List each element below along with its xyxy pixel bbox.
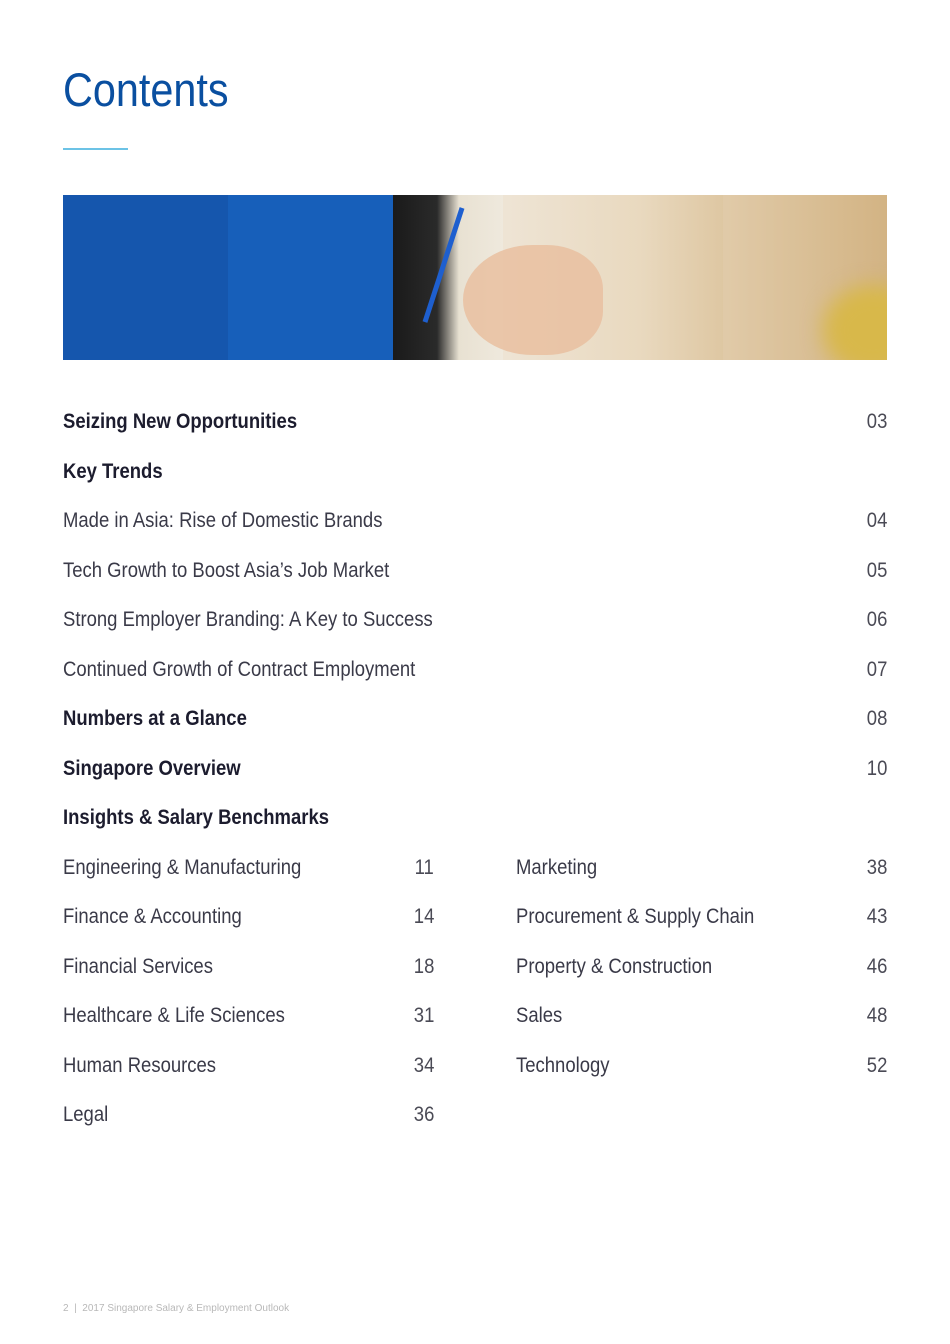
- toc-entry-label: Singapore Overview: [63, 756, 241, 780]
- toc-entry-page: 03: [866, 410, 887, 433]
- toc-entry-label: Legal: [63, 1103, 109, 1126]
- toc-entry-label: Healthcare & Life Sciences: [63, 1004, 285, 1027]
- toc-entry[interactable]: Numbers at a Glance 08: [63, 707, 887, 735]
- toc-entry[interactable]: Property & Construction 46: [516, 955, 887, 983]
- toc-entry[interactable]: Healthcare & Life Sciences 31: [63, 1004, 434, 1032]
- toc-entry-label: Seizing New Opportunities: [63, 410, 298, 433]
- toc-entry[interactable]: Singapore Overview 10: [63, 757, 887, 785]
- toc-entry-label: Technology: [516, 1053, 610, 1077]
- toc-entry-page: 06: [866, 608, 887, 631]
- footer-separator: |: [74, 1303, 77, 1314]
- toc-entry-label: Continued Growth of Contract Employment: [63, 657, 416, 681]
- toc-entry-label: Made in Asia: Rise of Domestic Brands: [63, 509, 383, 532]
- toc-entry-page: 14: [413, 905, 434, 928]
- toc-entry-label: Finance & Accounting: [63, 905, 242, 928]
- toc-entry[interactable]: Human Resources 34: [63, 1054, 434, 1082]
- toc-entry[interactable]: Engineering & Manufacturing 11: [63, 856, 434, 884]
- toc-entry-label: Property & Construction: [516, 954, 713, 978]
- toc-entry-page: 34: [413, 1053, 434, 1077]
- toc-entry-label: Sales: [516, 1004, 563, 1027]
- toc-entry-label: Numbers at a Glance: [63, 707, 247, 730]
- toc-entry[interactable]: Technology 52: [516, 1054, 887, 1082]
- toc-entry-label: Human Resources: [63, 1053, 217, 1077]
- toc-entry[interactable]: Tech Growth to Boost Asia’s Job Market 05: [63, 559, 887, 587]
- page-title: Contents: [63, 63, 229, 116]
- toc-entry[interactable]: Finance & Accounting 14: [63, 905, 434, 933]
- footer-page-number: 2: [63, 1303, 69, 1314]
- toc-entry-label: Procurement & Supply Chain: [516, 905, 755, 928]
- title-underline: [63, 148, 128, 150]
- toc-entry-label: Tech Growth to Boost Asia’s Job Market: [63, 558, 390, 582]
- toc-entry-label: Strong Employer Branding: A Key to Succe…: [63, 608, 433, 631]
- hero-photo: [63, 195, 887, 360]
- toc-entry-page: 36: [413, 1103, 434, 1126]
- toc-entry-page: 31: [413, 1004, 434, 1027]
- toc-entry-page: 07: [866, 657, 887, 681]
- toc-entry[interactable]: Strong Employer Branding: A Key to Succe…: [63, 608, 887, 636]
- toc-entry-page: 46: [866, 954, 887, 978]
- blue-panel-2: [228, 195, 393, 360]
- toc-entry-label: Engineering & Manufacturing: [63, 855, 302, 879]
- toc-entry[interactable]: Procurement & Supply Chain 43: [516, 905, 887, 933]
- footer: 2 | 2017 Singapore Salary & Employment O…: [63, 1303, 289, 1314]
- toc-entry-page: 43: [866, 905, 887, 928]
- toc-entry[interactable]: Marketing 38: [516, 856, 887, 884]
- toc-entry-page: 04: [866, 509, 887, 532]
- toc-entry-page: 08: [866, 707, 887, 730]
- footer-publication: 2017 Singapore Salary & Employment Outlo…: [82, 1303, 290, 1314]
- photo-hand: [463, 245, 603, 355]
- toc-entry-page: 48: [866, 1004, 887, 1027]
- toc-entry[interactable]: Financial Services 18: [63, 955, 434, 983]
- toc-entry-page: 11: [414, 855, 434, 879]
- toc-entry-page: 52: [866, 1053, 887, 1077]
- toc-entry[interactable]: Continued Growth of Contract Employment 0…: [63, 658, 887, 686]
- toc-entry[interactable]: Insights & Salary Benchmarks: [63, 806, 887, 834]
- toc-entry-label: Marketing: [516, 855, 598, 879]
- toc-entry-page: 18: [413, 954, 434, 978]
- toc-entry[interactable]: Seizing New Opportunities 03: [63, 410, 887, 438]
- toc-entry[interactable]: Made in Asia: Rise of Domestic Brands 04: [63, 509, 887, 537]
- toc-entry-label: Financial Services: [63, 954, 213, 978]
- blue-panel-1: [63, 195, 228, 360]
- toc-entry-label: Insights & Salary Benchmarks: [63, 806, 330, 829]
- toc-entry-page: 05: [866, 558, 887, 582]
- toc-entry-label: Key Trends: [63, 459, 163, 483]
- toc-entry-page: 38: [866, 855, 887, 879]
- toc-entry[interactable]: Sales 48: [516, 1004, 887, 1032]
- toc-entry[interactable]: Legal 36: [63, 1103, 434, 1131]
- toc-entry[interactable]: Key Trends: [63, 460, 887, 488]
- toc-entry-page: 10: [866, 756, 887, 780]
